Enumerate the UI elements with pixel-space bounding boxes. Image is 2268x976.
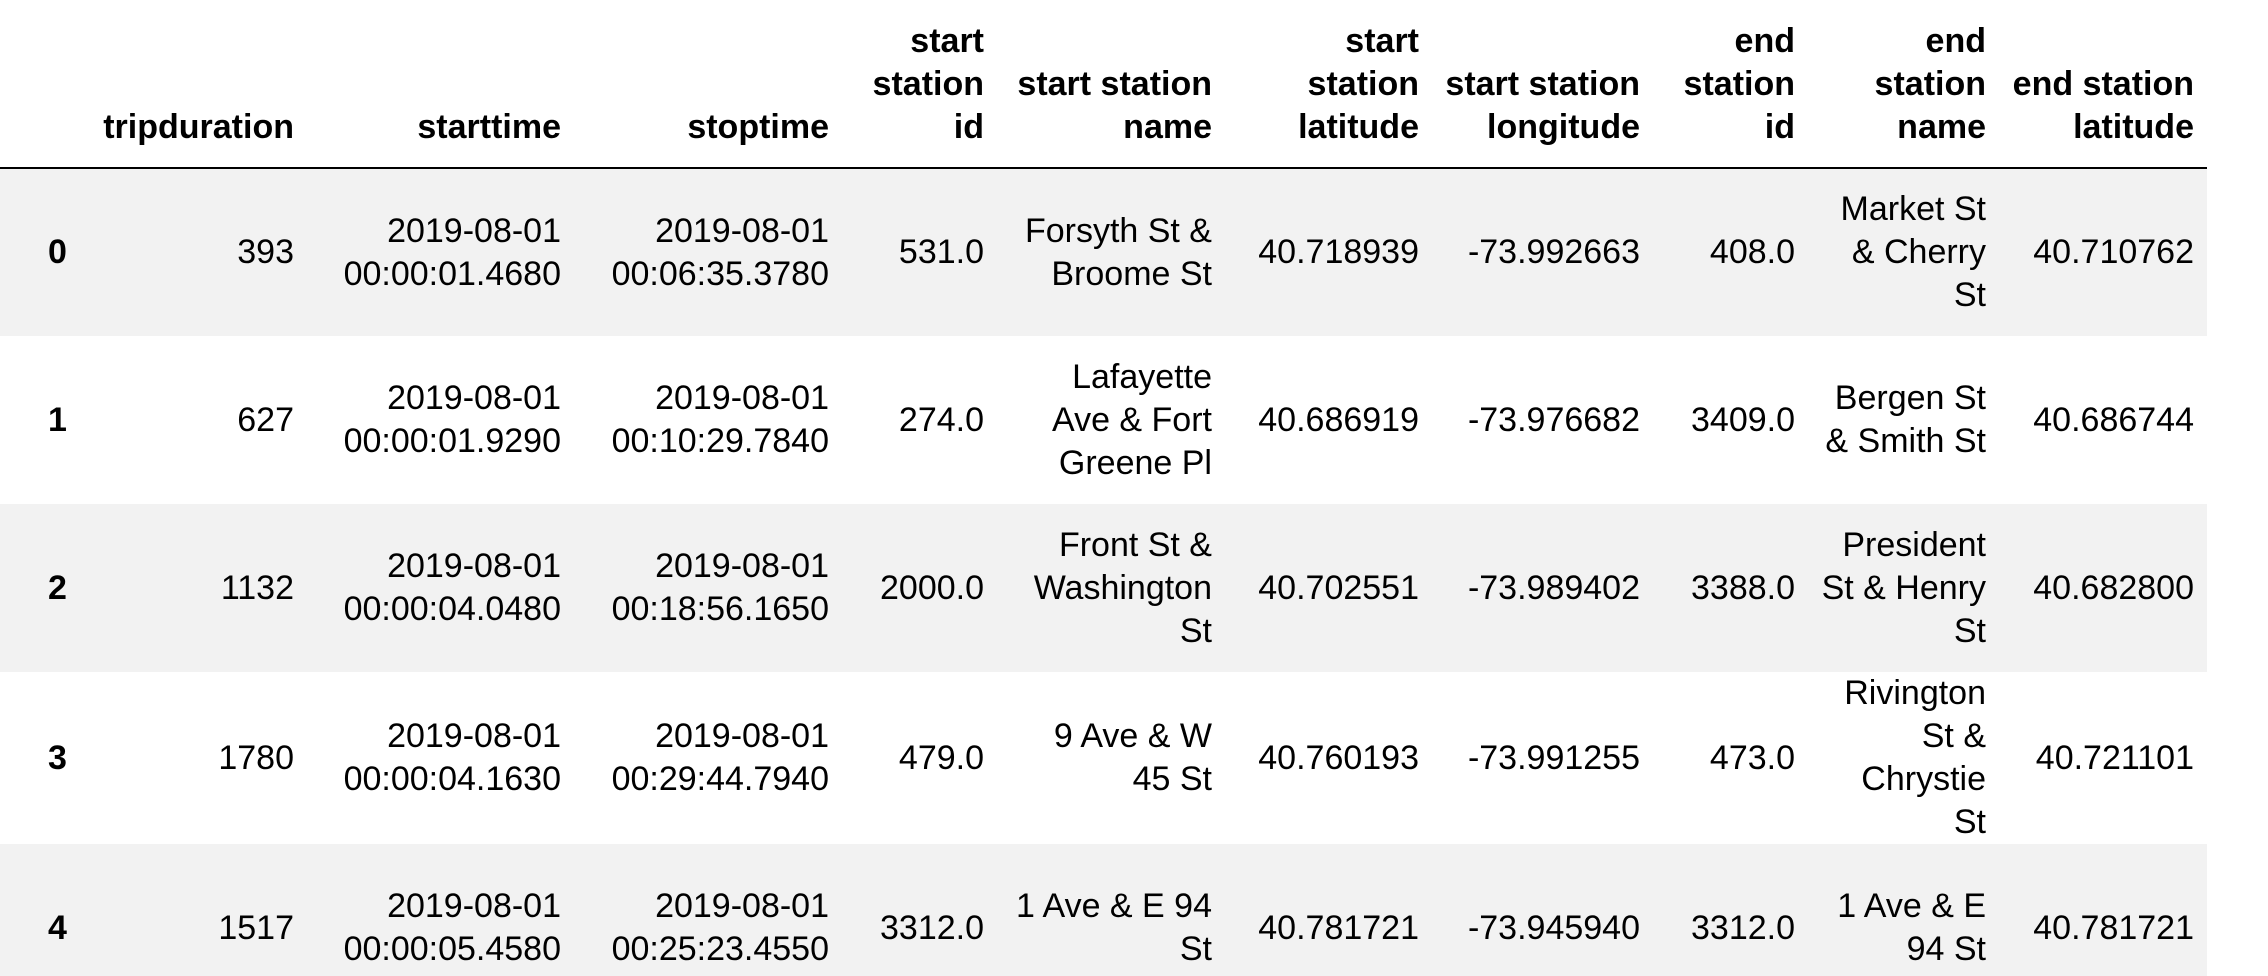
column-header: stoptime [574,0,842,169]
cell: 40.682800 [2033,568,2194,607]
cell: 2019-08-01 00:18:56.1650 [611,547,829,628]
column-header: start station latitude [1225,0,1432,169]
cell: Market St & Cherry St [1840,190,1986,314]
cell: 40.760193 [1258,738,1419,777]
dataframe: tripduration starttime stoptime start stati… [0,0,2207,976]
cell: 2019-08-01 00:10:29.7840 [611,379,829,460]
cell: Front St & Washington St [1033,525,1212,650]
row-index: 2 [48,568,67,607]
cell: -73.976682 [1467,400,1640,439]
cell: 2019-08-01 00:29:44.7940 [611,717,829,798]
header: tripduration starttime stoptime start stati… [0,0,2207,169]
cell: President St & Henry St [1821,525,1986,650]
cell: 1780 [218,738,294,777]
cell: 531.0 [898,233,984,271]
table-row: 3 1780 2019-08-01 00:00:04.1630 2019-08-01 … [0,672,2207,844]
cell: 1 Ave & E 94 St [1837,887,1986,968]
cell: 3312.0 [880,908,984,947]
table-row: 0 393 2019-08-01 00:00:01.4680 2019-08-01 0… [0,168,2207,336]
cell: 1132 [220,568,294,607]
row-index: 0 [48,233,67,271]
cell: 40.781721 [1258,908,1419,947]
cell: 40.702551 [1258,568,1419,607]
cell: 473.0 [1709,738,1795,777]
cell: Bergen St & Smith St [1825,379,1986,460]
table-row: 1 627 2019-08-01 00:00:01.9290 2019-08-01 0… [0,336,2207,504]
column-header: start station longitude [1432,0,1653,169]
cell: 2019-08-01 00:00:01.9290 [343,379,561,460]
row-index: 3 [48,738,67,777]
column-header: start station name [997,0,1225,169]
cell: -73.989402 [1467,568,1640,607]
column-header: end station latitude [1999,0,2207,169]
column-header: starttime [307,0,574,169]
cell: 40.686744 [2033,400,2194,439]
cell: 627 [237,400,294,439]
cell: 40.781721 [2033,908,2194,947]
row-index: 1 [48,400,67,439]
cell: 2019-08-01 00:00:05.4580 [343,887,561,968]
cell: 274.0 [898,400,984,439]
cell: 2019-08-01 00:00:04.0480 [343,547,561,628]
cell: 479.0 [898,738,984,777]
column-header: end station id [1653,0,1808,169]
table-row: 2 1132 2019-08-01 00:00:04.0480 2019-08-01 … [0,504,2207,672]
cell: 2019-08-01 00:00:01.4680 [343,211,561,293]
cell: 40.686919 [1258,400,1419,439]
cell: 2019-08-01 00:25:23.4550 [611,887,829,968]
header-row: tripduration starttime stoptime start stati… [0,0,2207,169]
table-row: 4 1517 2019-08-01 00:00:05.4580 2019-08-01 … [0,844,2207,976]
index-header [0,0,80,169]
cell: 3312.0 [1691,908,1795,947]
cell: 3409.0 [1691,400,1795,439]
cell: 1 Ave & E 94 St [1016,887,1212,968]
cell: 40.721101 [2035,738,2194,777]
row-index: 4 [48,908,67,947]
cell: 1517 [218,908,294,947]
column-header: end station name [1808,0,1999,169]
cell: 2000.0 [880,568,984,607]
cell: 3388.0 [1691,568,1795,607]
cell: Forsyth St & Broome St [1024,211,1212,293]
cell: -73.991255 [1467,738,1640,777]
column-header: start station id [842,0,997,169]
cell: 9 Ave & W 45 St [1053,717,1212,798]
cell: 2019-08-01 00:06:35.3780 [611,211,829,293]
column-header: tripduration [80,0,307,169]
cell: 408.0 [1709,233,1795,271]
cell: 2019-08-01 00:00:04.1630 [343,717,561,798]
table-body: 0 393 2019-08-01 00:00:01.4680 2019-08-01 0… [0,168,2207,976]
cell: Rivington St & Chrystie St [1844,674,1986,841]
cell: Lafayette Ave & Fort Greene Pl [1052,357,1212,482]
cell: 40.710762 [2033,233,2194,271]
cell: 40.718939 [1258,233,1419,271]
cell: -73.945940 [1467,908,1640,947]
cell: -73.992663 [1467,233,1640,271]
cell: 393 [237,233,294,271]
